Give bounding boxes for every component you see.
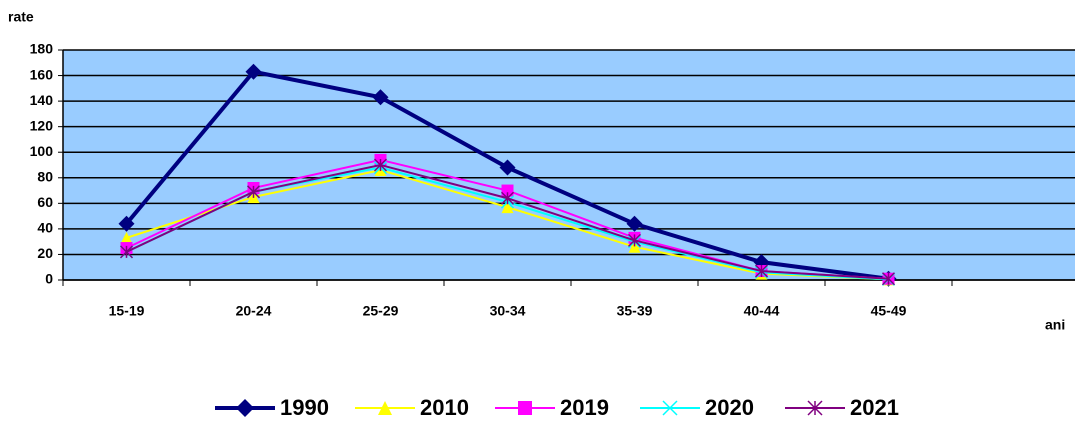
y-tick-label: 80 <box>37 168 53 184</box>
marker <box>501 184 514 197</box>
y-tick-label: 40 <box>37 220 53 236</box>
y-tick-label: 120 <box>30 117 54 133</box>
marker <box>627 233 642 247</box>
marker <box>246 185 261 199</box>
legend-marker <box>236 399 254 417</box>
x-tick-label: 30-34 <box>490 303 526 319</box>
legend-label: 2020 <box>705 395 754 420</box>
y-axis-label: rate <box>8 9 34 25</box>
marker <box>754 264 769 278</box>
legend-label: 2019 <box>560 395 609 420</box>
plot-area <box>63 50 1075 280</box>
legend-marker <box>662 400 678 416</box>
y-tick-label: 0 <box>45 271 53 287</box>
marker <box>628 240 641 253</box>
y-tick-label: 100 <box>30 143 54 159</box>
marker <box>245 63 262 80</box>
y-tick-label: 60 <box>37 194 53 210</box>
legend-label: 2021 <box>850 395 899 420</box>
x-tick-label: 35-39 <box>617 303 653 319</box>
marker <box>881 272 896 286</box>
marker <box>372 89 389 106</box>
y-tick-label: 180 <box>30 41 54 57</box>
marker <box>118 215 135 232</box>
x-tick-label: 45-49 <box>871 303 907 319</box>
x-tick-label: 15-19 <box>109 303 145 319</box>
legend-label: 1990 <box>280 395 329 420</box>
legend-label: 2010 <box>420 395 469 420</box>
x-tick-label: 25-29 <box>363 303 399 319</box>
legend-marker <box>807 400 823 416</box>
legend-marker <box>378 401 392 415</box>
marker <box>500 191 515 205</box>
marker <box>119 245 134 259</box>
marker <box>120 231 133 244</box>
y-tick-label: 160 <box>30 66 54 82</box>
y-tick-label: 20 <box>37 245 53 261</box>
y-tick-label: 140 <box>30 92 54 108</box>
marker <box>373 158 388 172</box>
legend: 1990 2010 2019 2020 2021 <box>215 395 899 420</box>
marker <box>501 201 514 214</box>
marker <box>499 159 516 176</box>
x-axis-label: ani <box>1045 317 1065 333</box>
legend-marker <box>518 401 532 415</box>
x-tick-label: 40-44 <box>744 303 780 319</box>
marker <box>626 215 643 232</box>
x-tick-label: 20-24 <box>236 303 272 319</box>
